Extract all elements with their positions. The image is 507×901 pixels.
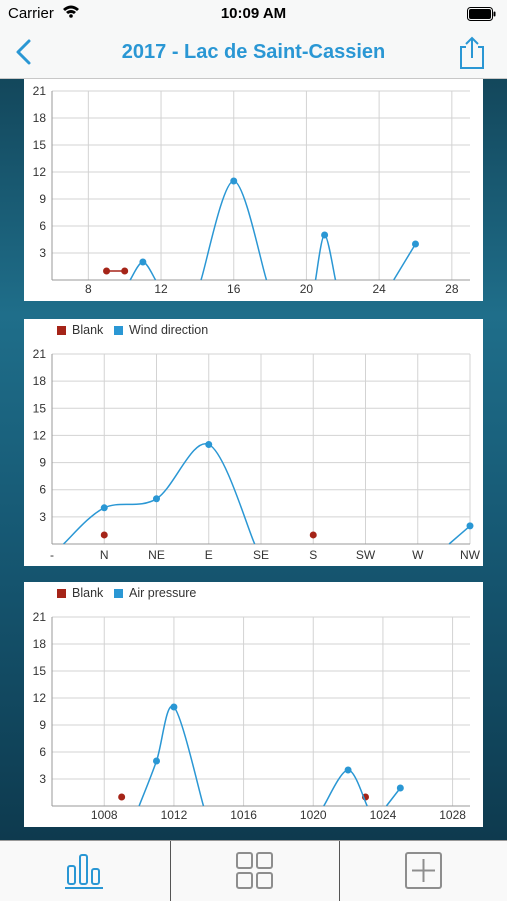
- plus-icon: [405, 852, 442, 889]
- blank-point: [118, 793, 126, 801]
- y-tick-label: 3: [39, 246, 46, 260]
- page-title: 2017 - Lac de Saint-Cassien: [121, 41, 386, 63]
- x-tick-label: 24: [372, 282, 386, 296]
- x-tick-label: 20: [300, 282, 314, 296]
- nav-bar: 2017 - Lac de Saint-Cassien: [0, 28, 507, 79]
- x-tick-label: N: [100, 548, 109, 562]
- legend-label: Wind direction: [129, 323, 208, 337]
- legend-swatch: [114, 326, 123, 335]
- legend-swatch: [114, 589, 123, 598]
- carrier-label: Carrier: [8, 5, 54, 22]
- chart-wind-direction: Blank Wind direction 3 6 9 12 15 18 21 - N NE E SE S SW…: [33, 323, 481, 562]
- y-tick-label: 21: [33, 610, 47, 624]
- x-tick-label: 16: [227, 282, 241, 296]
- y-tick-label: 9: [39, 456, 46, 470]
- x-tick-label: E: [205, 548, 213, 562]
- legend-label: Air pressure: [129, 586, 196, 600]
- x-tick-label: 1008: [91, 808, 118, 822]
- blank-point: [309, 531, 317, 539]
- y-tick-label: 3: [39, 510, 46, 524]
- y-tick-label: 18: [33, 111, 47, 125]
- tab-grid[interactable]: [171, 841, 339, 901]
- data-point: [466, 522, 474, 530]
- share-button[interactable]: [457, 36, 487, 70]
- series-line: [323, 769, 368, 807]
- blank-point: [103, 267, 111, 275]
- tab-charts[interactable]: [0, 841, 168, 901]
- y-tick-label: 21: [33, 347, 47, 361]
- x-tick-label: 1012: [161, 808, 188, 822]
- x-tick-label: 28: [445, 282, 459, 296]
- x-tick-label: 1016: [230, 808, 257, 822]
- y-tick-label: 12: [33, 428, 47, 442]
- x-tick-label: 1024: [370, 808, 397, 822]
- data-point: [205, 440, 213, 448]
- battery-icon: [467, 7, 497, 25]
- status-time: 10:09 AM: [220, 5, 287, 22]
- y-tick-label: 18: [33, 637, 47, 651]
- tab-bar: [0, 840, 507, 901]
- data-point: [100, 504, 108, 512]
- y-tick-label: 6: [39, 745, 46, 759]
- data-point: [153, 495, 160, 503]
- chart-air-pressure: Blank Air pressure 3 6 9 12 15 18 21 1008 1012 1016…: [33, 586, 470, 822]
- y-tick-label: 12: [33, 165, 47, 179]
- x-tick-label: 8: [85, 282, 92, 296]
- data-point: [153, 757, 160, 765]
- y-tick-label: 6: [39, 219, 46, 233]
- chart-card-1: 3 6 9 12 15 18 21 8 12 16 20 24 28: [24, 79, 483, 301]
- y-tick-label: 15: [33, 401, 47, 415]
- legend-swatch: [57, 589, 66, 598]
- legend-label: Blank: [72, 586, 104, 600]
- y-tick-label: 15: [33, 664, 47, 678]
- series-line: [138, 705, 205, 807]
- blank-point: [121, 267, 129, 275]
- series-line: [62, 443, 256, 545]
- chevron-left-icon: [16, 39, 31, 65]
- blank-point: [100, 531, 108, 539]
- x-tick-label: SE: [253, 548, 269, 562]
- data-point: [396, 784, 404, 792]
- series-line: [448, 525, 471, 545]
- x-tick-label: 1020: [300, 808, 327, 822]
- data-point: [170, 703, 178, 711]
- share-icon: [460, 36, 484, 69]
- series-line: [393, 243, 417, 281]
- y-tick-label: 18: [33, 374, 47, 388]
- legend-swatch: [57, 326, 66, 335]
- chart-card-wind-direction: Blank Wind direction 3 6 9 12 15 18 21 - N NE E SE S SW…: [24, 319, 483, 566]
- grid-icon: [236, 852, 273, 889]
- bar-chart-icon: [65, 854, 103, 889]
- y-tick-label: 21: [33, 84, 47, 98]
- status-bar: Carrier 10:09 AM: [0, 0, 507, 28]
- chart-card-air-pressure: Blank Air pressure 3 6 9 12 15 18 21 1008 1012 1016…: [24, 582, 483, 827]
- y-tick-label: 9: [39, 192, 46, 206]
- x-tick-label: -: [50, 548, 54, 562]
- x-tick-label: NE: [148, 548, 165, 562]
- x-tick-label: SW: [356, 548, 376, 562]
- tab-divider: [170, 841, 171, 901]
- tab-divider: [339, 841, 340, 901]
- y-tick-label: 15: [33, 138, 47, 152]
- data-point: [139, 258, 147, 266]
- x-tick-label: NW: [460, 548, 481, 562]
- x-tick-label: 1028: [439, 808, 466, 822]
- x-tick-label: S: [309, 548, 317, 562]
- data-point: [344, 766, 352, 774]
- back-button[interactable]: [10, 38, 40, 68]
- y-tick-label: 9: [39, 718, 46, 732]
- wifi-icon: [62, 4, 80, 22]
- legend-label: Blank: [72, 323, 104, 337]
- data-point: [230, 177, 238, 185]
- series-line: [314, 234, 337, 281]
- x-tick-label: W: [412, 548, 424, 562]
- tab-add[interactable]: [340, 841, 507, 901]
- data-point: [321, 231, 329, 239]
- x-tick-label: 12: [154, 282, 168, 296]
- chart-1: 3 6 9 12 15 18 21 8 12 16 20 24 28: [33, 84, 470, 296]
- y-tick-label: 12: [33, 691, 47, 705]
- y-tick-label: 6: [39, 483, 46, 497]
- y-tick-label: 3: [39, 772, 46, 786]
- data-point: [411, 240, 419, 248]
